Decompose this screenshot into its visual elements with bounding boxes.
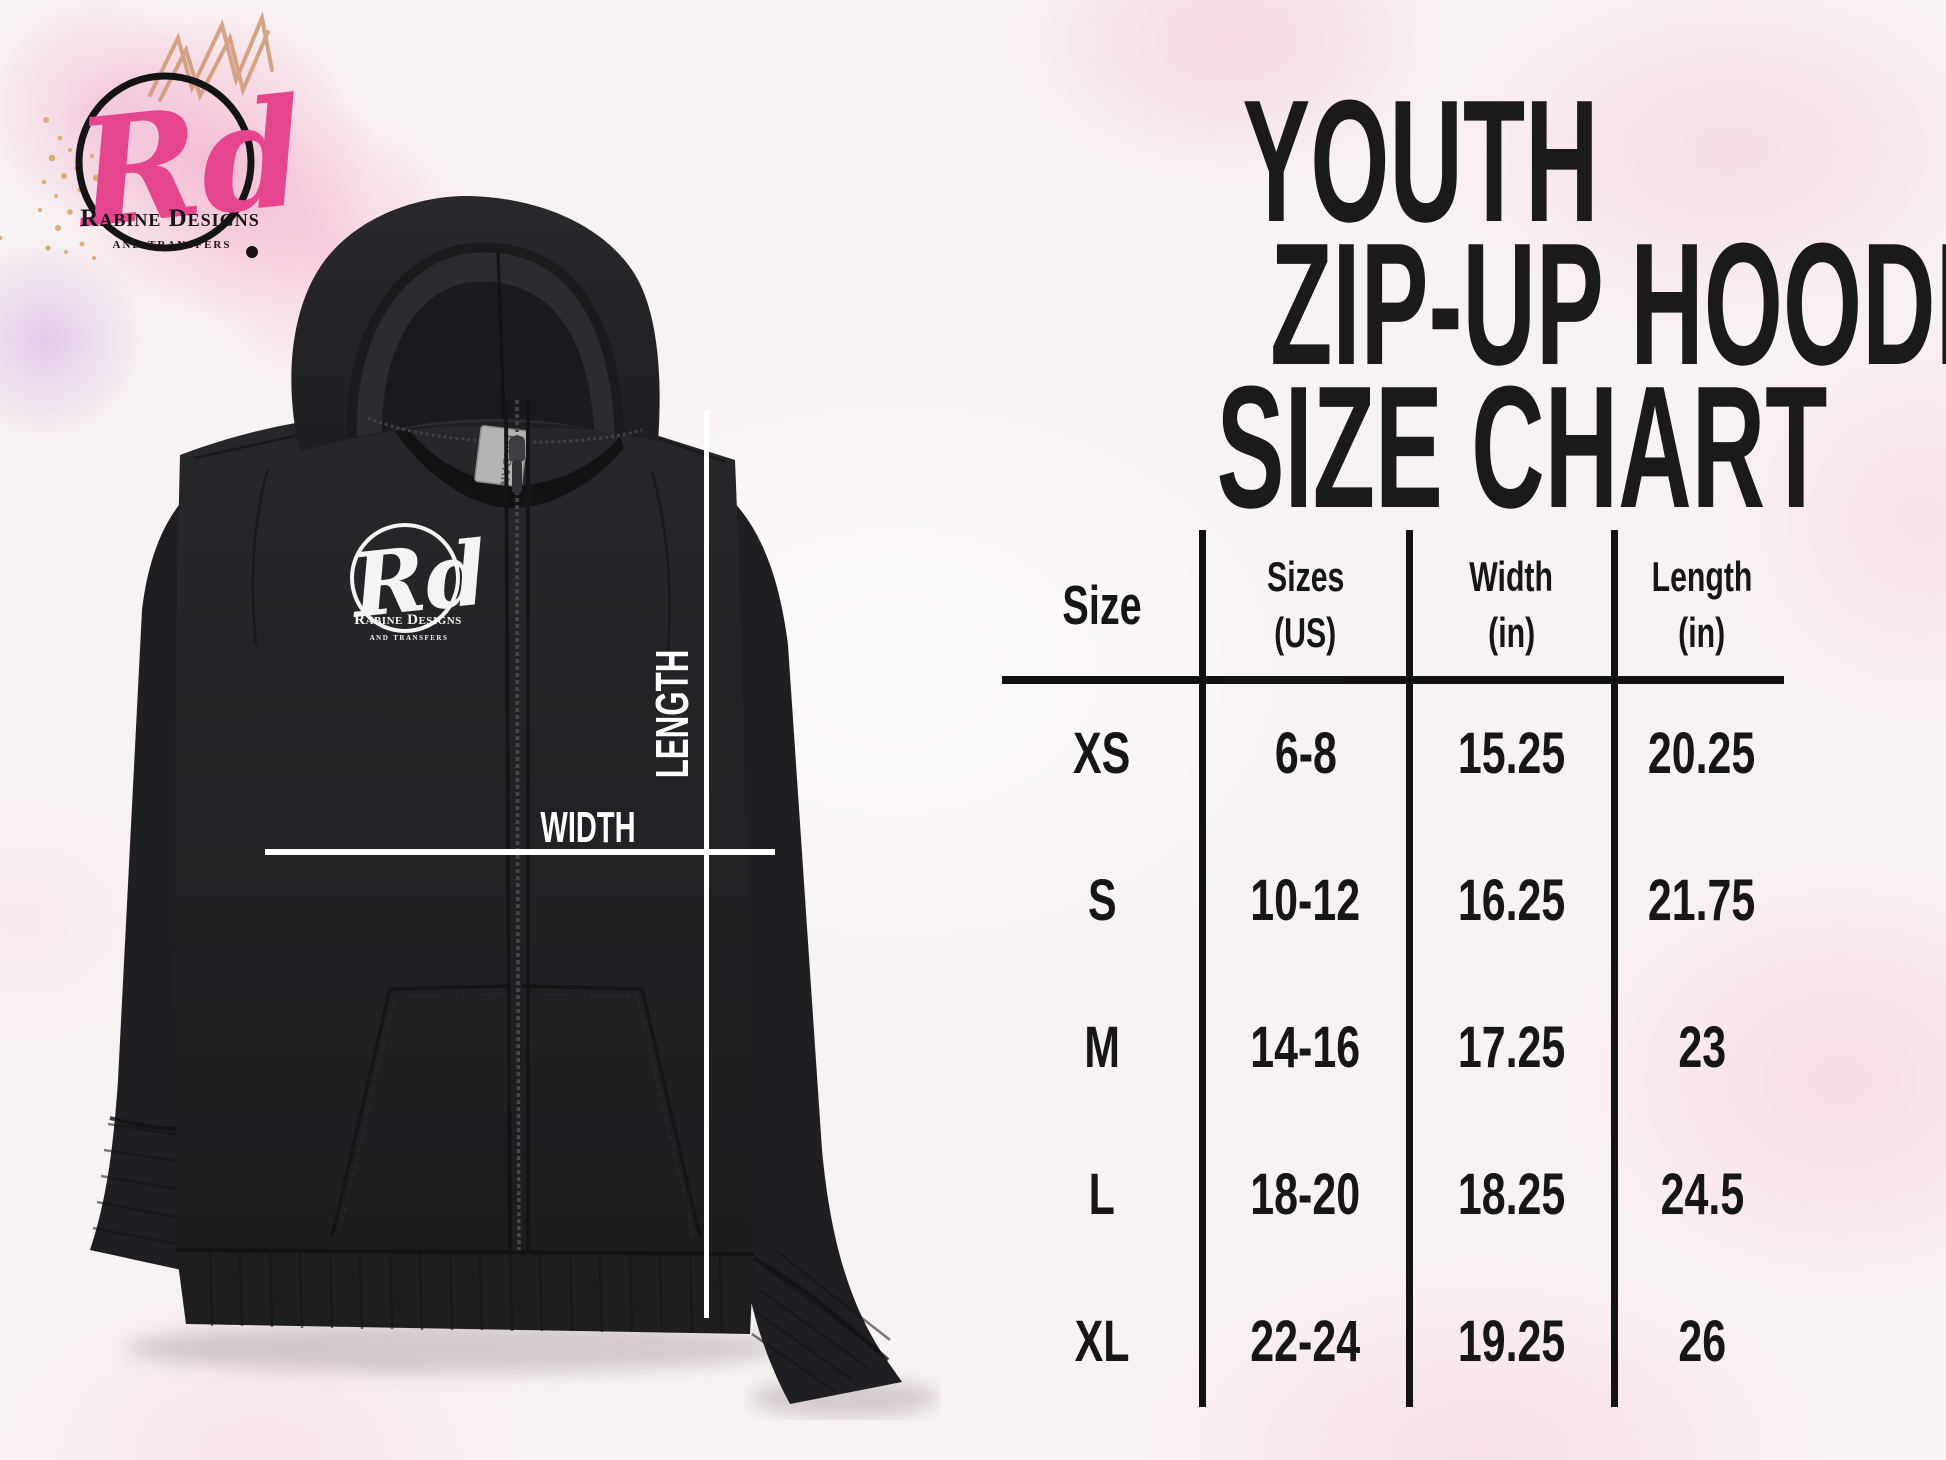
width-measure-line [265, 849, 775, 855]
brand-name: Rabine Designs [80, 205, 259, 232]
table-cell-length: 21.75 [1648, 868, 1756, 933]
table-cell-us: 22-24 [1250, 1309, 1361, 1374]
table-divider-2 [1406, 530, 1413, 1407]
col-header-sizes-us: Sizes (US) [1266, 553, 1345, 656]
hoodie-image: GILDAN Rd Rabine Designs and transfers [90, 195, 940, 1418]
table-cell-length: 26 [1678, 1309, 1726, 1374]
title-line-3: SIZE CHART [1216, 349, 1828, 544]
hoodie-hem-band [176, 1248, 754, 1334]
title-line-2: ZIP-UP HOODIE [1270, 206, 1946, 401]
neck-opening-shadow [394, 415, 624, 508]
table-cell-size: L [1088, 1162, 1116, 1227]
size-table: Size Sizes (US) Width (in) Length (in) X… [1002, 530, 1790, 1415]
table-cell-us: 6-8 [1274, 721, 1337, 786]
width-label: WIDTH [540, 803, 636, 852]
zipper-pull [512, 460, 522, 494]
col-header-length-in: Length (in) [1651, 553, 1753, 656]
table-divider-3 [1611, 530, 1618, 1407]
hem-seam [175, 1248, 755, 1256]
table-cell-us: 18-20 [1250, 1162, 1361, 1227]
brand-logo: Rd Rabine Designs and transfers [0, 0, 420, 420]
table-cell-size: XL [1074, 1309, 1130, 1374]
brand-monogram: Rd [65, 64, 312, 261]
table-cell-width: 19.25 [1457, 1309, 1566, 1374]
zipper [504, 399, 531, 1251]
table-header-underline [1002, 676, 1784, 684]
table-cell-us: 14-16 [1250, 1015, 1361, 1080]
neckline-stitch [367, 416, 643, 444]
brand-logo-graphic: Rd Rabine Designs and transfers [0, 11, 312, 262]
length-label: LENGTH [646, 649, 698, 779]
table-cell-width: 15.25 [1457, 721, 1566, 786]
gold-scribble-decoration [148, 11, 274, 102]
hoodie-shadow [125, 1322, 785, 1374]
table-cell-width: 18.25 [1457, 1162, 1566, 1227]
brand-subtitle: and transfers [113, 236, 232, 252]
hood-inner-shadow [382, 281, 594, 432]
chest-logo: Rd Rabine Designs and transfers [344, 520, 492, 643]
brand-logo-ring [75, 72, 255, 252]
table-cell-width: 17.25 [1457, 1015, 1566, 1080]
col-header-width-in: Width (in) [1469, 553, 1554, 656]
table-divider-1 [1199, 530, 1206, 1407]
page-title: YOUTH ZIP-UP HOODIE SIZE CHART [1000, 63, 1946, 544]
chest-logo-sub: and transfers [370, 632, 449, 643]
zipper-slider [509, 436, 525, 462]
chest-logo-monogram: Rd [344, 520, 492, 638]
table-cell-length: 23 [1678, 1015, 1726, 1080]
length-measure-line [704, 410, 709, 1318]
title-line-1: YOUTH [1241, 63, 1599, 258]
table-cell-size: M [1084, 1015, 1120, 1080]
brand-monogram-dot [246, 246, 258, 258]
hem-ribs [208, 1251, 724, 1334]
kangaroo-pocket [330, 984, 702, 1238]
chest-logo-name: Rabine Designs [354, 612, 462, 628]
table-cell-width: 16.25 [1457, 868, 1566, 933]
hood-rim [346, 242, 625, 439]
table-cell-length: 20.25 [1648, 721, 1756, 786]
table-cell-length: 24.5 [1660, 1162, 1744, 1227]
table-cell-us: 10-12 [1250, 868, 1361, 933]
hoodie-body [174, 416, 753, 1252]
table-cell-size: XS [1073, 721, 1131, 786]
right-cuff-seam [741, 1250, 890, 1362]
col-header-size: Size [1062, 574, 1142, 636]
hood-center-seam [496, 251, 506, 421]
pocket-stitching [338, 993, 694, 1236]
table-cell-size: S [1087, 868, 1117, 933]
